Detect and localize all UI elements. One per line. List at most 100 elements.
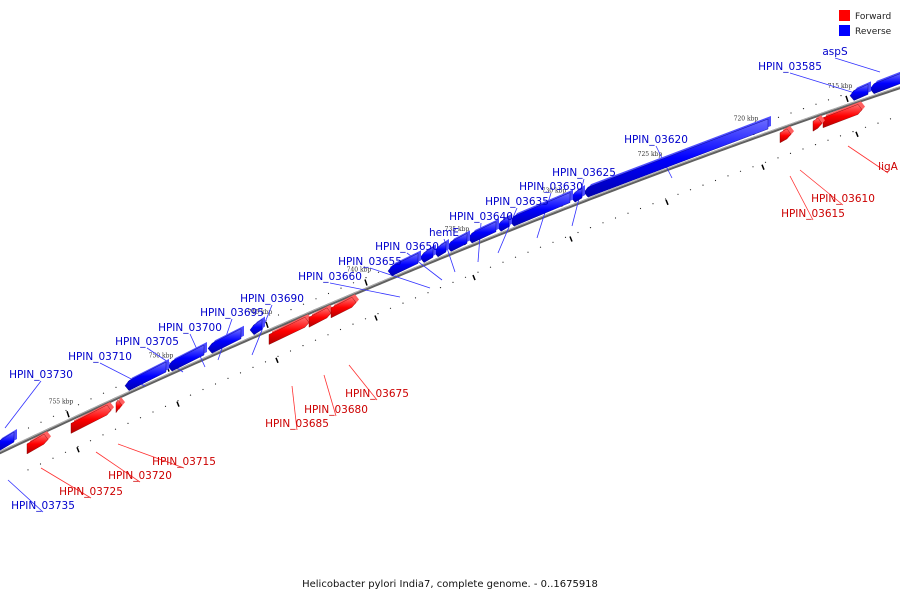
scale-tick-label: 735 kbp [445, 226, 470, 233]
ruler-dot-lower [139, 417, 142, 419]
ruler-dot-lower [127, 422, 129, 424]
gene-label: HPIN_03610 [811, 193, 875, 205]
ruler-dot-lower [52, 457, 54, 459]
reverse-gene-block-body [849, 84, 869, 101]
ruler-dot-lower [739, 170, 742, 172]
forward-gene-block-body [330, 297, 357, 319]
gene-label: HPIN_03705 [115, 336, 179, 348]
reverse-gene-block [124, 359, 169, 391]
gene-label: HPIN_03695 [200, 307, 264, 319]
label-callout-line [497, 207, 518, 254]
forward-gene-block-body [70, 404, 112, 434]
ruler-dot-upper [827, 99, 830, 101]
ruler-dot-lower [727, 175, 729, 177]
ruler-dot-upper [115, 386, 117, 388]
label-callout-line [348, 364, 378, 401]
ruler-dot-lower [239, 372, 242, 374]
scale-tick-lower [569, 236, 573, 242]
ruler-dot-lower [414, 297, 417, 299]
ruler-dot-lower [452, 281, 454, 283]
gene-label: HPIN_03655 [338, 256, 402, 268]
ruler-dot-upper [102, 392, 105, 394]
ruler-dot-lower [364, 318, 367, 320]
gene-label: HPIN_03620 [624, 134, 688, 146]
ruler-dot-lower [252, 366, 254, 368]
ruler-dot-upper [90, 398, 92, 400]
ruler-dot-lower [402, 302, 404, 304]
scale-tick-label: 730 kbp [542, 187, 567, 194]
label-callout-line [329, 282, 401, 298]
ruler-dot-lower [789, 152, 792, 154]
ruler-dot-lower [539, 246, 542, 248]
ruler-dot-lower [689, 189, 692, 191]
ruler-dot-lower [889, 118, 892, 120]
scale-tick-label: 740 kbp [347, 266, 372, 273]
label-callout-line [323, 374, 337, 417]
gene-label: HPIN_03635 [485, 196, 549, 208]
ruler-dot-lower [164, 405, 167, 407]
reverse-gene-block [207, 325, 244, 354]
label-callout-line [117, 443, 185, 469]
forward-gene-block-body [822, 104, 863, 129]
legend-reverse-label: Reverse [855, 27, 892, 37]
map-caption: Helicobacter pylori India7, complete gen… [302, 579, 598, 590]
ruler-dot-lower [852, 131, 854, 133]
forward-gene-block-body [26, 433, 49, 455]
gene-label: HPIN_03685 [265, 418, 329, 430]
ruler-dot-lower [339, 328, 342, 331]
gene-features [0, 71, 900, 455]
ruler-dot-lower [64, 451, 67, 453]
scale-tick-lower [176, 401, 180, 407]
gene-label: HPIN_03720 [108, 470, 172, 482]
ruler-dot-lower [152, 411, 154, 413]
ruler-dot-upper [40, 421, 42, 423]
scale-tick [265, 321, 269, 329]
forward-gene-block [308, 304, 334, 328]
ruler-dot-lower [777, 157, 779, 159]
scale-tick-lower [472, 274, 476, 281]
ruler-dot-lower [527, 251, 529, 253]
ruler-dot-upper [27, 427, 30, 429]
ruler-dot-lower [427, 292, 429, 294]
ruler-dot-lower [227, 377, 229, 379]
label-callout-line [7, 479, 44, 513]
forward-gene-block-body [115, 399, 123, 414]
backbone-line [0, 86, 900, 455]
ruler-dot-lower [639, 207, 642, 210]
ruler-dot-upper [327, 292, 330, 295]
reverse-gene-block [419, 244, 436, 263]
ruler-dot-upper [340, 287, 342, 289]
gene-label: hemE [429, 227, 459, 239]
ruler-dot-lower [289, 350, 292, 352]
scale-tick [364, 279, 368, 286]
forward-gene-block-body [812, 117, 823, 132]
ruler-dot-lower [189, 394, 192, 396]
ruler-dot-lower [502, 261, 504, 263]
ruler-dot-lower [552, 241, 554, 243]
reverse-gene-block [570, 184, 585, 203]
label-callout-line [251, 304, 273, 356]
label-callout-line [369, 267, 431, 289]
ruler-dot-upper [352, 282, 355, 284]
reverse-gene-block [433, 238, 449, 258]
ruler-dot-lower [627, 212, 629, 214]
forward-gene-block [822, 101, 865, 129]
ruler-dot-lower [602, 222, 604, 224]
forward-gene-block [779, 125, 794, 144]
scale-tick [66, 411, 70, 418]
label-callout-line [4, 380, 42, 429]
forward-gene-block [70, 401, 114, 434]
legend-reverse-swatch [839, 25, 850, 36]
legend-forward-label: Forward [855, 12, 891, 22]
backbone-highlight [0, 86, 900, 453]
label-callout-line [291, 385, 298, 431]
scale-tick-lower [855, 131, 859, 138]
forward-gene-block [26, 431, 51, 455]
ruler-dot-lower [389, 307, 392, 309]
ruler-dot-lower [352, 323, 354, 325]
ruler-dot-lower [827, 139, 829, 141]
scale-tick-lower [76, 446, 80, 453]
ruler-dot-lower [27, 469, 29, 471]
ruler-dot-lower [464, 276, 467, 278]
